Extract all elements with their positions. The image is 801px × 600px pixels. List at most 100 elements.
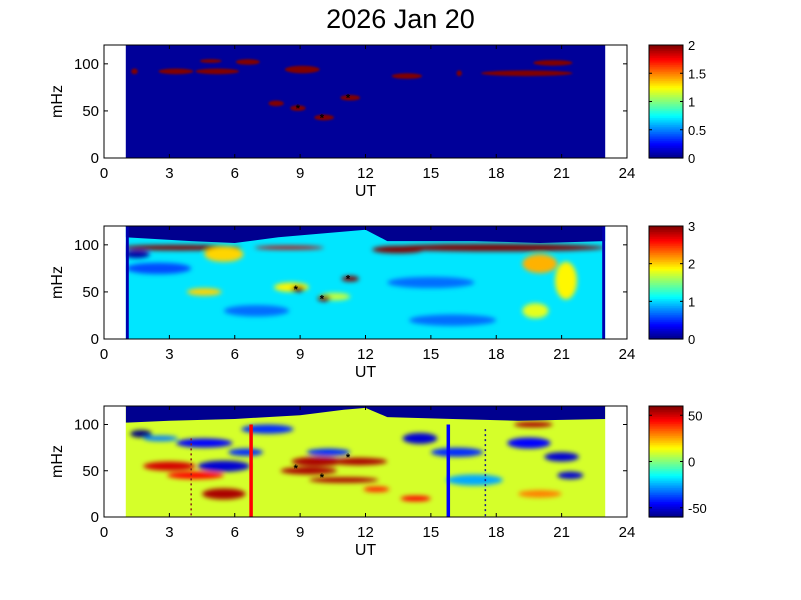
- peak-marker: *: [320, 472, 325, 484]
- heatmap-blob: [533, 60, 573, 66]
- heatmap-blob: [372, 245, 425, 254]
- colorbar-cell: [649, 129, 683, 133]
- x-tick-label: 15: [423, 524, 440, 541]
- colorbar-cell: [649, 307, 683, 310]
- colorbar-cell: [649, 305, 683, 308]
- heatmap-blob: [158, 68, 194, 75]
- colorbar-cell: [649, 316, 683, 319]
- colorbar-cell: [649, 475, 683, 478]
- edge-right: [602, 226, 606, 339]
- heatmap-blob: [235, 59, 260, 65]
- heatmap: * * *: [125, 45, 606, 158]
- colorbar-cell: [649, 425, 683, 428]
- colorbar-cell: [649, 82, 683, 85]
- y-tick-label: 100: [74, 237, 99, 254]
- colorbar-cell: [649, 409, 683, 412]
- x-tick-label: 21: [553, 165, 570, 182]
- heatmap-blob: [555, 261, 577, 300]
- colorbar-cell: [649, 496, 683, 499]
- colorbar-tick-label: 1.5: [688, 66, 706, 81]
- colorbar-cell: [649, 278, 683, 282]
- colorbar-cell: [649, 303, 683, 307]
- colorbar-cell: [649, 473, 683, 476]
- colorbar-cell: [649, 67, 683, 71]
- colorbar: 0 0.5 1 1.5 2: [648, 38, 706, 166]
- colorbar-cell: [649, 122, 683, 126]
- heatmap-blob: [507, 437, 551, 449]
- colorbar-cell: [649, 497, 683, 501]
- colorbar-cell: [649, 440, 683, 444]
- heatmap-blob: [391, 73, 423, 79]
- x-tick-label: 21: [553, 346, 570, 363]
- colorbar-cell: [649, 287, 683, 291]
- x-tick-label: 15: [423, 346, 440, 363]
- colorbar-cell: [649, 482, 683, 485]
- colorbar-cell: [649, 501, 683, 504]
- heatmap-blob: [308, 477, 379, 483]
- colorbar-cell: [649, 273, 683, 277]
- x-tick-label: 21: [553, 524, 570, 541]
- colorbar-cell: [649, 143, 683, 147]
- colorbar-cell: [649, 108, 683, 111]
- top-mask: [125, 406, 606, 423]
- colorbar-cell: [649, 515, 683, 518]
- heatmap-blob: [522, 254, 558, 274]
- colorbar-tick-label: 1: [688, 294, 695, 309]
- colorbar-cell: [649, 145, 683, 149]
- colorbar-cell: [649, 89, 683, 92]
- colorbar-cell: [649, 124, 683, 127]
- y-tick-label: 50: [82, 103, 99, 120]
- colorbar-cell: [649, 266, 683, 269]
- colorbar-cell: [649, 324, 683, 328]
- colorbar-cell: [649, 300, 683, 303]
- colorbar-cell: [649, 105, 683, 108]
- colorbar-cell: [649, 152, 683, 156]
- peak-marker: *: [346, 274, 351, 286]
- colorbar-cell: [649, 245, 683, 248]
- heatmap-blob: [387, 276, 475, 289]
- colorbar-cell: [649, 236, 683, 239]
- colorbar-cell: [649, 468, 683, 471]
- colorbar-cell: [649, 135, 683, 138]
- colorbar-cell: [649, 142, 683, 145]
- blob-layer: [130, 421, 584, 502]
- colorbar-cell: [649, 289, 683, 292]
- colorbar-cell: [649, 115, 683, 118]
- heatmap-blob: [456, 70, 462, 77]
- colorbar-cell: [649, 257, 683, 261]
- colorbar-cell: [649, 252, 683, 255]
- colorbar-cell: [649, 330, 683, 333]
- colorbar-cell: [649, 418, 683, 421]
- colorbar-cell: [649, 85, 683, 88]
- colorbar-cell: [649, 229, 683, 232]
- colorbar-cell: [649, 133, 683, 136]
- colorbar-cell: [649, 226, 683, 229]
- peak-marker: *: [296, 103, 301, 115]
- colorbar-cell: [649, 270, 683, 273]
- colorbar-cell: [649, 250, 683, 254]
- colorbar-cell: [649, 231, 683, 234]
- colorbar-cell: [649, 75, 683, 78]
- peak-marker: *: [346, 93, 351, 105]
- heatmap-blob: [186, 288, 222, 296]
- colorbar-cell: [649, 510, 683, 513]
- colorbar-cell: [649, 286, 683, 289]
- colorbar-cell: [649, 471, 683, 475]
- colorbar-cell: [649, 504, 683, 508]
- heatmap-blob: [290, 105, 306, 111]
- colorbar-cell: [649, 419, 683, 423]
- colorbar-tick-label: 1: [688, 95, 695, 110]
- colorbar-cell: [649, 438, 683, 442]
- heatmap-blob: [306, 448, 351, 456]
- heatmap-blob: [291, 456, 344, 467]
- colorbar-cell: [649, 433, 683, 437]
- colorbar-cell: [649, 268, 683, 271]
- y-tick-label: 0: [91, 150, 99, 167]
- colorbar-tick-label: -50: [688, 501, 707, 516]
- colorbar-cell: [649, 227, 683, 231]
- heatmap-blob: [202, 488, 246, 500]
- colorbar-tick-label: 0: [688, 151, 695, 166]
- colorbar-cell: [649, 57, 683, 60]
- colorbar-cell: [649, 470, 683, 473]
- colorbar-cell: [649, 53, 683, 57]
